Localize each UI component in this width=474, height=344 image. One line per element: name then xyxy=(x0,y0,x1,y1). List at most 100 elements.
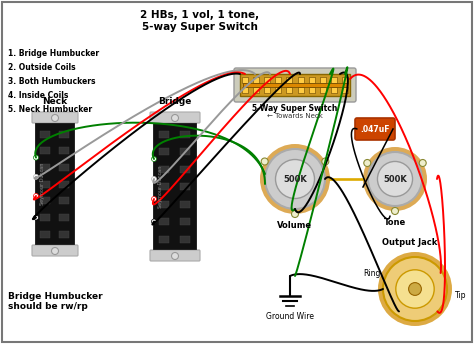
Bar xyxy=(180,201,190,207)
Bar xyxy=(320,77,326,83)
Bar xyxy=(159,165,169,172)
Text: Neck: Neck xyxy=(43,97,68,106)
Text: Tone: Tone xyxy=(384,218,406,227)
Circle shape xyxy=(292,211,299,217)
Bar xyxy=(40,164,50,171)
Bar xyxy=(159,148,169,155)
FancyBboxPatch shape xyxy=(150,250,200,261)
Circle shape xyxy=(265,149,325,209)
Bar xyxy=(59,164,69,171)
Text: Tip: Tip xyxy=(455,291,466,300)
Bar xyxy=(159,218,169,225)
Bar xyxy=(40,230,50,237)
Circle shape xyxy=(322,158,329,165)
Circle shape xyxy=(34,155,38,160)
FancyBboxPatch shape xyxy=(32,245,78,256)
Circle shape xyxy=(34,193,38,198)
Bar xyxy=(180,236,190,243)
Circle shape xyxy=(363,147,427,211)
Text: .047uF: .047uF xyxy=(360,125,390,133)
Bar xyxy=(253,77,259,83)
Bar xyxy=(40,147,50,154)
Bar xyxy=(298,87,303,93)
Circle shape xyxy=(368,152,422,206)
Text: 500K: 500K xyxy=(283,174,307,183)
Bar xyxy=(180,148,190,155)
Bar xyxy=(59,181,69,187)
Bar xyxy=(309,77,315,83)
Text: 2 HBs, 1 vol, 1 tone,
5-way Super Switch: 2 HBs, 1 vol, 1 tone, 5-way Super Switch xyxy=(140,10,260,32)
Text: Bridge: Bridge xyxy=(158,97,191,106)
Bar xyxy=(159,183,169,190)
Text: 4. Inside Coils: 4. Inside Coils xyxy=(8,91,68,100)
Circle shape xyxy=(34,174,38,179)
Bar xyxy=(264,77,270,83)
Bar xyxy=(264,87,270,93)
Bar xyxy=(275,87,282,93)
Bar xyxy=(298,77,303,83)
Text: Ground Wire: Ground Wire xyxy=(266,312,314,321)
Circle shape xyxy=(172,252,179,259)
Circle shape xyxy=(419,160,426,166)
Bar xyxy=(180,165,190,172)
Text: Output Jack: Output Jack xyxy=(383,238,438,247)
Bar xyxy=(36,124,74,244)
Bar xyxy=(180,183,190,190)
Bar xyxy=(342,87,348,93)
Bar xyxy=(159,130,169,138)
Circle shape xyxy=(396,270,434,308)
Bar xyxy=(331,87,337,93)
Circle shape xyxy=(152,176,156,182)
Bar xyxy=(320,87,326,93)
Bar xyxy=(286,87,292,93)
Bar xyxy=(159,236,169,243)
Text: ← Towards Neck: ← Towards Neck xyxy=(267,113,323,119)
Text: 3. Both Humbuckers: 3. Both Humbuckers xyxy=(8,77,95,86)
Bar xyxy=(253,87,259,93)
Circle shape xyxy=(409,283,421,295)
Bar xyxy=(286,77,292,83)
FancyBboxPatch shape xyxy=(150,112,200,123)
Circle shape xyxy=(52,247,58,255)
FancyBboxPatch shape xyxy=(355,118,395,140)
Bar xyxy=(40,130,50,138)
Circle shape xyxy=(261,158,268,165)
Bar xyxy=(180,218,190,225)
Bar xyxy=(59,130,69,138)
Bar xyxy=(240,74,350,96)
Circle shape xyxy=(152,196,156,202)
Text: Seymour Duncan: Seymour Duncan xyxy=(40,163,46,205)
Text: 5. Neck Humbucker: 5. Neck Humbucker xyxy=(8,105,92,114)
Bar xyxy=(309,87,315,93)
Bar xyxy=(180,130,190,138)
Text: 2. Outside Coils: 2. Outside Coils xyxy=(8,63,76,72)
Circle shape xyxy=(377,161,412,196)
Bar xyxy=(40,181,50,187)
Circle shape xyxy=(52,115,58,121)
Bar xyxy=(243,83,347,87)
Circle shape xyxy=(152,157,156,161)
Circle shape xyxy=(378,252,452,326)
FancyBboxPatch shape xyxy=(234,68,356,102)
Text: 5-Way Super Switch: 5-Way Super Switch xyxy=(252,104,337,113)
Bar xyxy=(59,147,69,154)
Circle shape xyxy=(152,219,156,224)
Circle shape xyxy=(364,160,371,166)
Text: Volume: Volume xyxy=(277,221,312,230)
Bar xyxy=(154,124,196,249)
Circle shape xyxy=(392,207,399,215)
Text: 1. Bridge Humbucker: 1. Bridge Humbucker xyxy=(8,49,99,58)
Text: 500K: 500K xyxy=(383,174,407,183)
Bar xyxy=(242,87,248,93)
Text: Ring: Ring xyxy=(364,269,381,278)
Bar xyxy=(242,77,248,83)
Bar xyxy=(331,77,337,83)
Text: Bridge Humbucker
should be rw/rp: Bridge Humbucker should be rw/rp xyxy=(8,292,103,311)
Circle shape xyxy=(172,115,179,121)
Bar xyxy=(59,230,69,237)
Bar xyxy=(40,197,50,204)
Bar xyxy=(159,201,169,207)
Text: Seymour Duncan: Seymour Duncan xyxy=(158,166,164,208)
FancyBboxPatch shape xyxy=(32,112,78,123)
Bar xyxy=(59,197,69,204)
